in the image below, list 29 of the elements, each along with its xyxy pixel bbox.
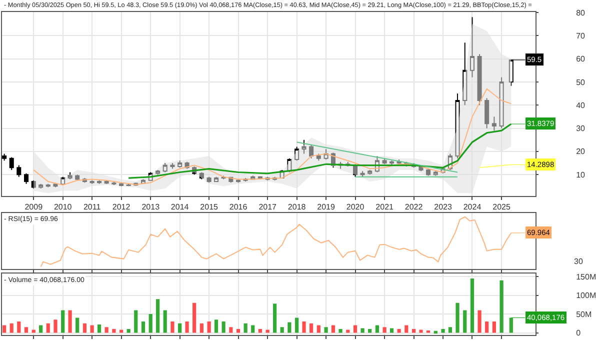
y-tick-label: 70 xyxy=(576,31,586,40)
x-tick-label: 2017 xyxy=(258,202,278,212)
x-tick-label: 2016 xyxy=(229,202,248,212)
x-tick-label: 2014 xyxy=(170,202,190,212)
x-tick-label: 2015 xyxy=(200,202,219,212)
y-tick-label: 50M xyxy=(576,310,592,319)
y-tick-label: 40 xyxy=(576,100,586,110)
y-tick-label: 100M xyxy=(576,291,596,300)
y-tick-label: 150M xyxy=(576,272,596,282)
x-tick-label: 2009 xyxy=(24,202,44,212)
x-tick-label: 2019 xyxy=(317,202,336,212)
x-tick-label: 2024 xyxy=(463,202,482,212)
y-tick-label: 20 xyxy=(576,147,586,156)
y-tick-label: 0 xyxy=(576,328,582,338)
x-tick-label: 2010 xyxy=(54,202,72,212)
x-tick-label: 2020 xyxy=(346,202,365,212)
x-tick-label: 2025 xyxy=(492,202,511,212)
x-tick-label: 2018 xyxy=(288,202,306,212)
y-tick-label: 80 xyxy=(576,8,586,18)
x-tick-label: 2022 xyxy=(404,202,424,212)
y-tick-label: 60 xyxy=(576,54,586,64)
x-tick-label: 2013 xyxy=(142,202,160,212)
y-tick-label: 10 xyxy=(576,170,586,180)
x-tick-label: 2011 xyxy=(83,202,102,212)
y-tick-label: 50 xyxy=(576,78,586,87)
x-tick-label: 2023 xyxy=(434,202,452,212)
y-tick-label: 30 xyxy=(576,124,586,134)
x-tick-label: 2012 xyxy=(112,202,131,212)
x-tick-label: 2021 xyxy=(376,202,394,212)
